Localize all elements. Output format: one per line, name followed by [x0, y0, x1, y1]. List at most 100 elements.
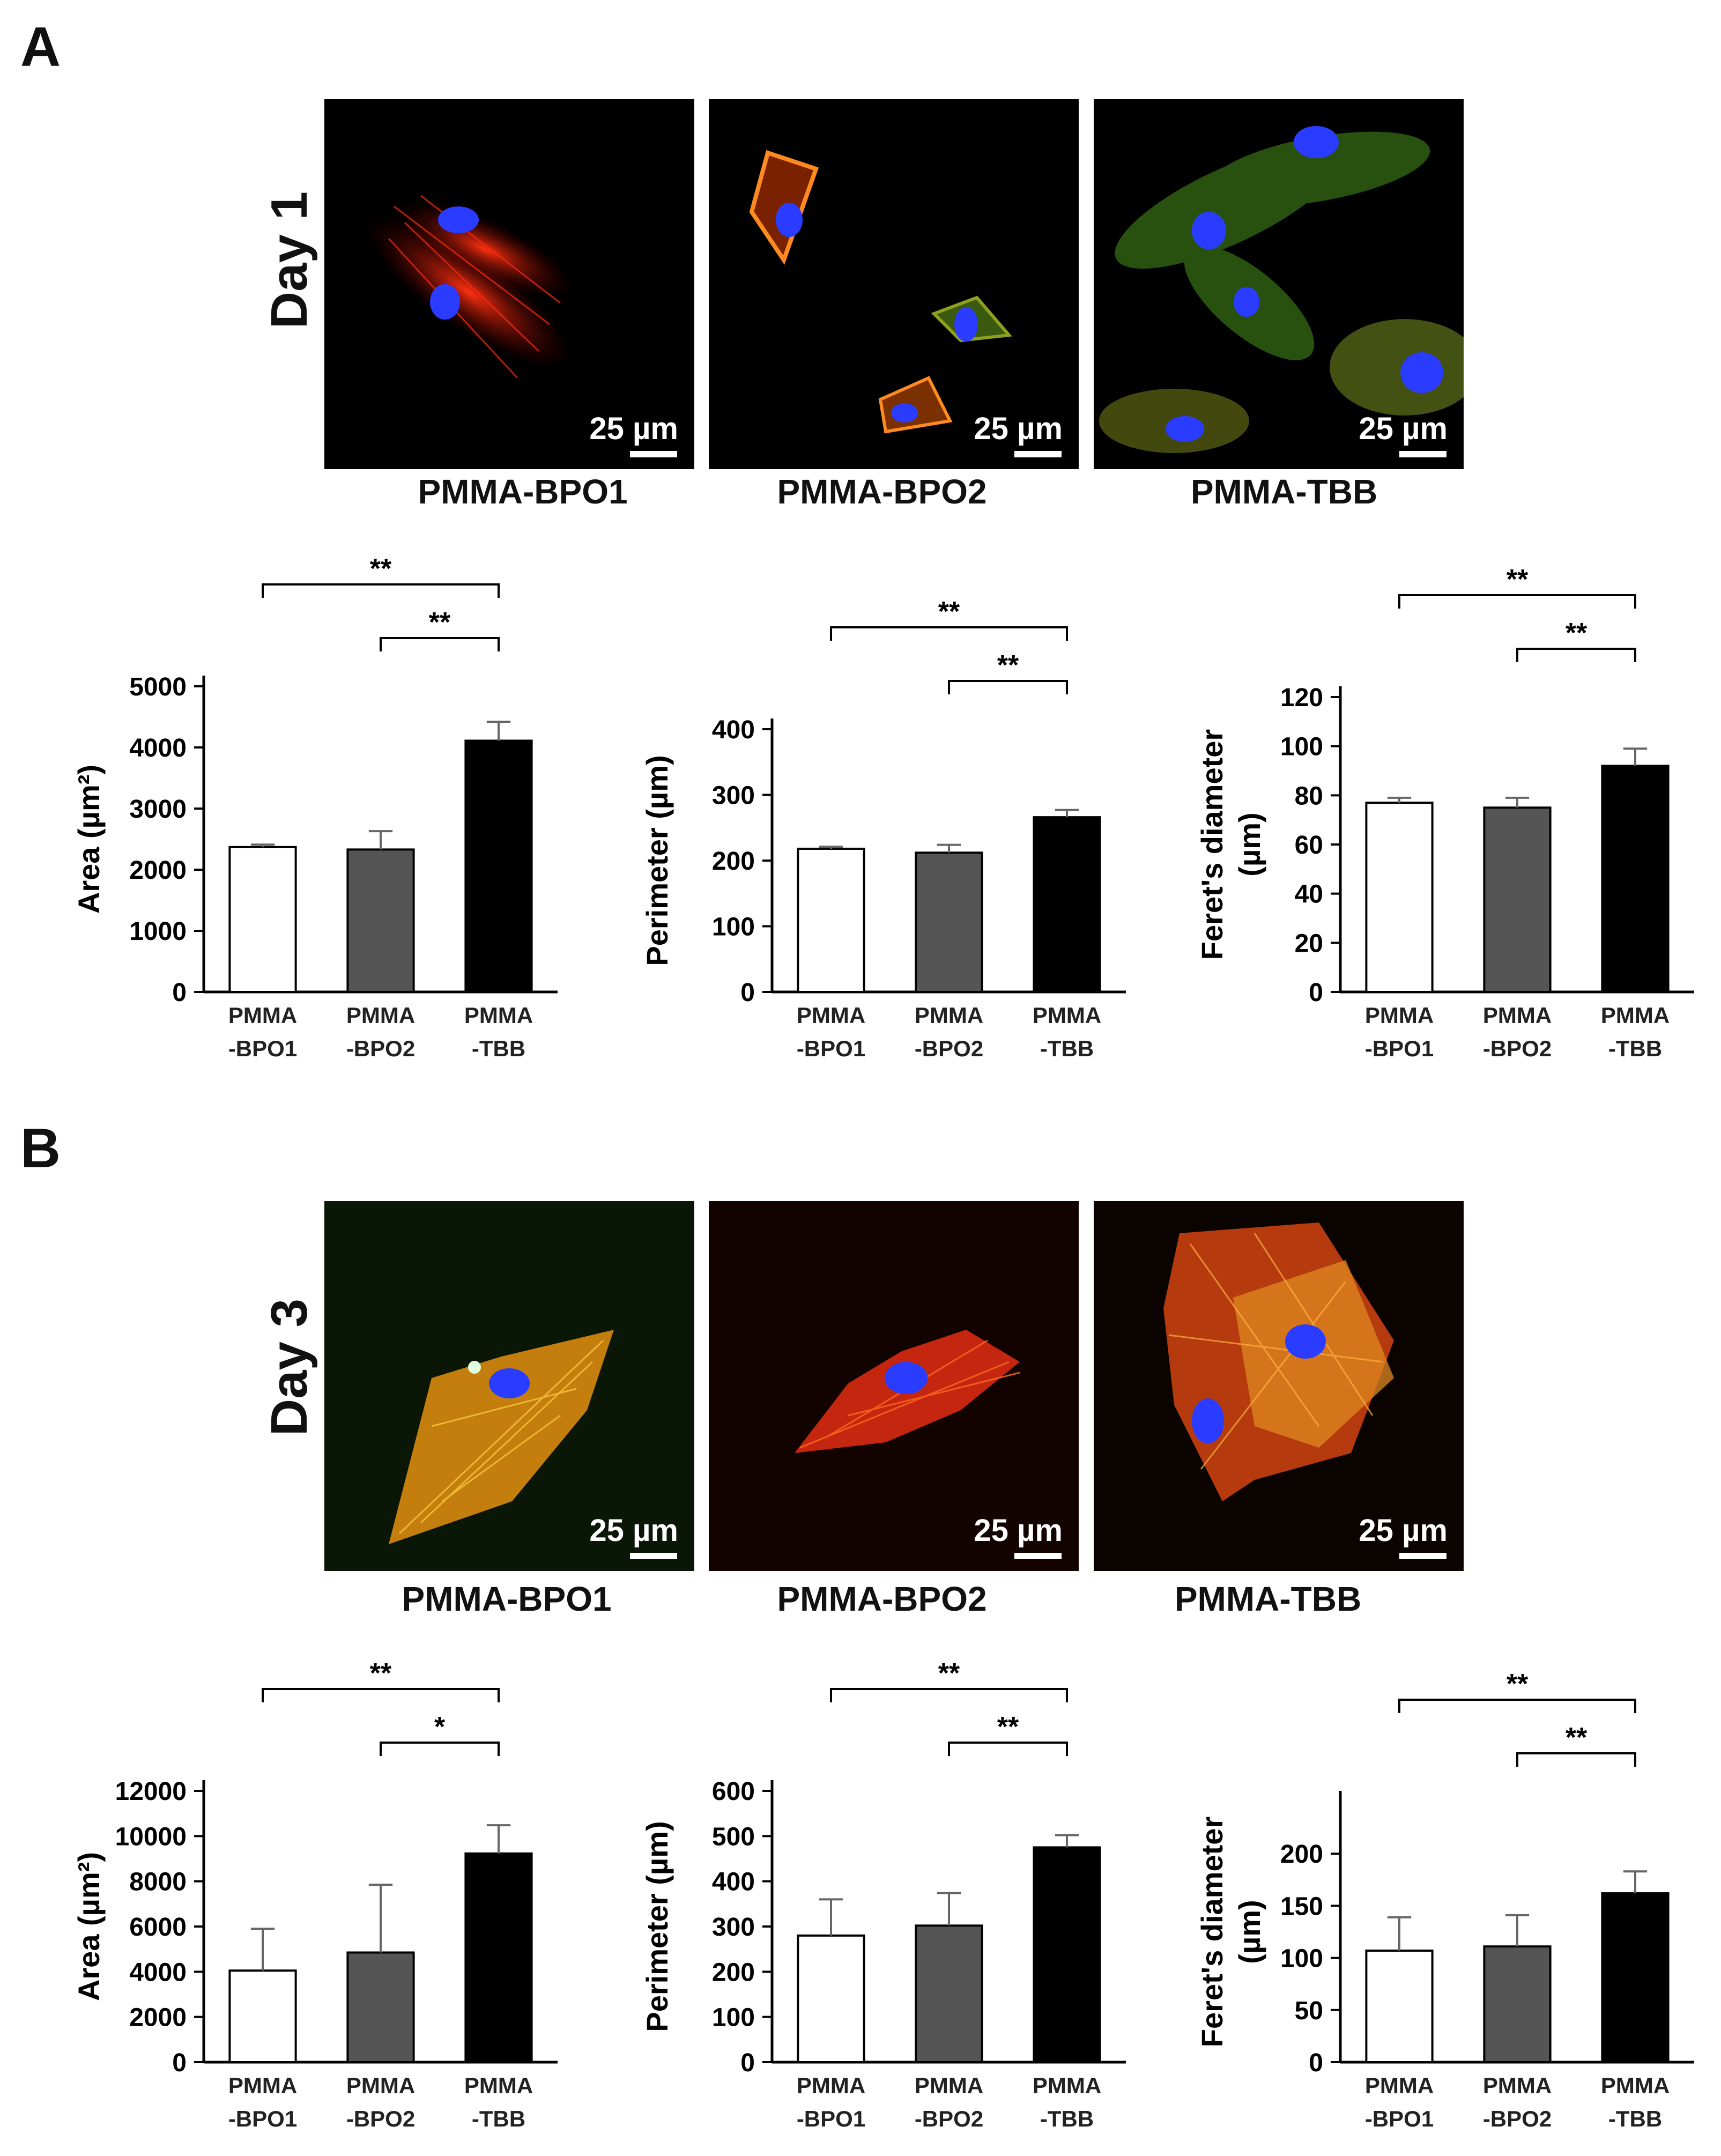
bar [1601, 765, 1670, 993]
x-tick-label: -BPO2 [915, 2106, 983, 2131]
significance-label: ** [370, 1658, 392, 1689]
y-tick-label: 5000 [129, 673, 187, 701]
y-tick-label: 200 [712, 1958, 755, 1987]
x-tick-label: -TBB [1608, 2106, 1662, 2131]
y-tick-label: 12000 [115, 1777, 187, 1806]
significance-bracket [1398, 1699, 1636, 1713]
y-tick-label: 400 [712, 716, 755, 744]
x-tick-label: PMMA [1365, 2073, 1434, 2098]
x-tick-label: PMMA [1033, 2073, 1101, 2098]
significance-bracket [1516, 648, 1636, 662]
bar [1483, 806, 1552, 993]
bar [228, 1969, 297, 2063]
y-tick-label: 200 [712, 847, 755, 876]
y-axis-label: Perimeter (µm) [640, 1821, 674, 2032]
scale-bar [630, 1553, 677, 1559]
significance-bracket [948, 1742, 1068, 1756]
panel-letter-a: A [20, 16, 61, 78]
y-tick-label: 200 [1280, 1840, 1323, 1869]
significance-bracket [1516, 1752, 1636, 1767]
y-tick-label: 500 [712, 1822, 755, 1851]
x-tick-label: -TBB [1040, 2106, 1094, 2131]
y-axis-label: (µm) [1233, 1900, 1266, 1964]
bar [228, 846, 297, 993]
significance-label: ** [938, 596, 960, 627]
bar [1483, 1945, 1552, 2063]
image-caption: PMMA-BPO1 [402, 1580, 612, 1618]
x-tick-label: PMMA [228, 2073, 297, 2098]
y-tick-label: 300 [712, 1913, 755, 1942]
image-caption: PMMA-BPO2 [777, 472, 987, 511]
significance-label: ** [429, 607, 451, 638]
x-tick-label: -BPO1 [797, 1036, 865, 1061]
chart-a-area: 0 1000 2000 3000 4000 5000 Area (µm²) PMMA -BPO1… [32, 547, 568, 1086]
micrograph-a-bpo2: 25 µm [709, 99, 1079, 469]
scale-bar [1014, 1553, 1062, 1559]
y-tick-label: 4000 [129, 734, 187, 762]
y-tick-label: 300 [712, 782, 755, 810]
micrograph-b-bpo1: 25 µm [324, 1201, 694, 1571]
x-tick-label: -BPO1 [228, 1036, 297, 1061]
image-caption: PMMA-BPO2 [777, 1580, 987, 1618]
y-tick-label: 120 [1280, 684, 1323, 712]
scale-bar [1399, 1553, 1446, 1559]
y-tick-label: 60 [1295, 831, 1323, 860]
y-tick-label: 0 [1309, 979, 1323, 1007]
micrograph-b-bpo2: 25 µm [709, 1201, 1079, 1571]
y-tick-label: 10000 [115, 1822, 187, 1851]
x-tick-label: PMMA [1601, 2073, 1670, 2098]
x-tick-label: PMMA [464, 1003, 533, 1028]
y-tick-label: 100 [1280, 1945, 1323, 1973]
scale-label: 25 µm [1359, 411, 1448, 446]
scale-label: 25 µm [974, 411, 1063, 446]
y-tick-label: 150 [1280, 1892, 1323, 1921]
chart-a-perimeter: 0 100 200 300 400 Perimeter (µm) PMMA -BPO1 PMMA… [600, 590, 1137, 1086]
scale-label: 25 µm [589, 1513, 678, 1548]
bar [1365, 802, 1434, 993]
x-tick-label: -BPO2 [915, 1036, 983, 1061]
x-tick-label: PMMA [228, 1003, 297, 1028]
y-axis-label: Area (µm²) [72, 1852, 106, 2001]
y-tick-label: 2000 [129, 856, 187, 885]
image-caption: PMMA-TBB [1174, 1580, 1362, 1618]
y-tick-label: 40 [1295, 880, 1323, 909]
chart-a-feret: 0 20 40 60 80 100 120 Feret's diameter (µm) PMMA -… [1169, 558, 1705, 1086]
bar [915, 851, 983, 993]
x-tick-label: PMMA [797, 2073, 865, 2098]
y-tick-label: 1000 [129, 917, 187, 946]
x-tick-label: PMMA [915, 1003, 983, 1028]
x-tick-label: -BPO1 [797, 2106, 865, 2131]
day-label-b: Day 3 [261, 1298, 318, 1436]
x-tick-label: PMMA [1033, 1003, 1101, 1028]
x-tick-label: PMMA [464, 2073, 533, 2098]
significance-bracket [948, 680, 1068, 694]
image-caption: PMMA-BPO1 [418, 472, 628, 511]
y-axis-label: (µm) [1233, 812, 1266, 876]
y-tick-label: 8000 [129, 1868, 187, 1896]
y-tick-label: 100 [712, 913, 755, 942]
y-tick-label: 400 [712, 1868, 755, 1896]
x-tick-label: -TBB [1040, 1036, 1094, 1061]
y-tick-label: 0 [740, 979, 755, 1007]
y-axis-label: Area (µm²) [72, 765, 106, 914]
scale-label: 25 µm [589, 411, 678, 446]
significance-label: ** [1507, 564, 1529, 595]
y-tick-label: 0 [172, 2049, 187, 2077]
x-tick-label: -BPO1 [1365, 2106, 1434, 2131]
micrograph-a-tbb: 25 µm [1094, 99, 1464, 469]
x-tick-label: PMMA [915, 2073, 983, 2098]
y-tick-label: 4000 [129, 1958, 187, 1987]
x-tick-label: -TBB [472, 1036, 525, 1061]
x-tick-label: PMMA [346, 2073, 415, 2098]
y-tick-label: 100 [712, 2004, 755, 2032]
y-axis-label: Feret's diameter [1195, 1817, 1229, 2047]
significance-label: ** [1507, 1669, 1529, 1700]
x-tick-label: PMMA [1483, 2073, 1552, 2098]
significance-bracket [830, 626, 1068, 641]
y-tick-label: 80 [1295, 782, 1323, 810]
bar [797, 847, 865, 993]
y-tick-label: 600 [712, 1777, 755, 1806]
x-tick-label: -BPO1 [1365, 1036, 1434, 1061]
x-tick-label: -TBB [1608, 1036, 1662, 1061]
bar [1033, 816, 1101, 993]
